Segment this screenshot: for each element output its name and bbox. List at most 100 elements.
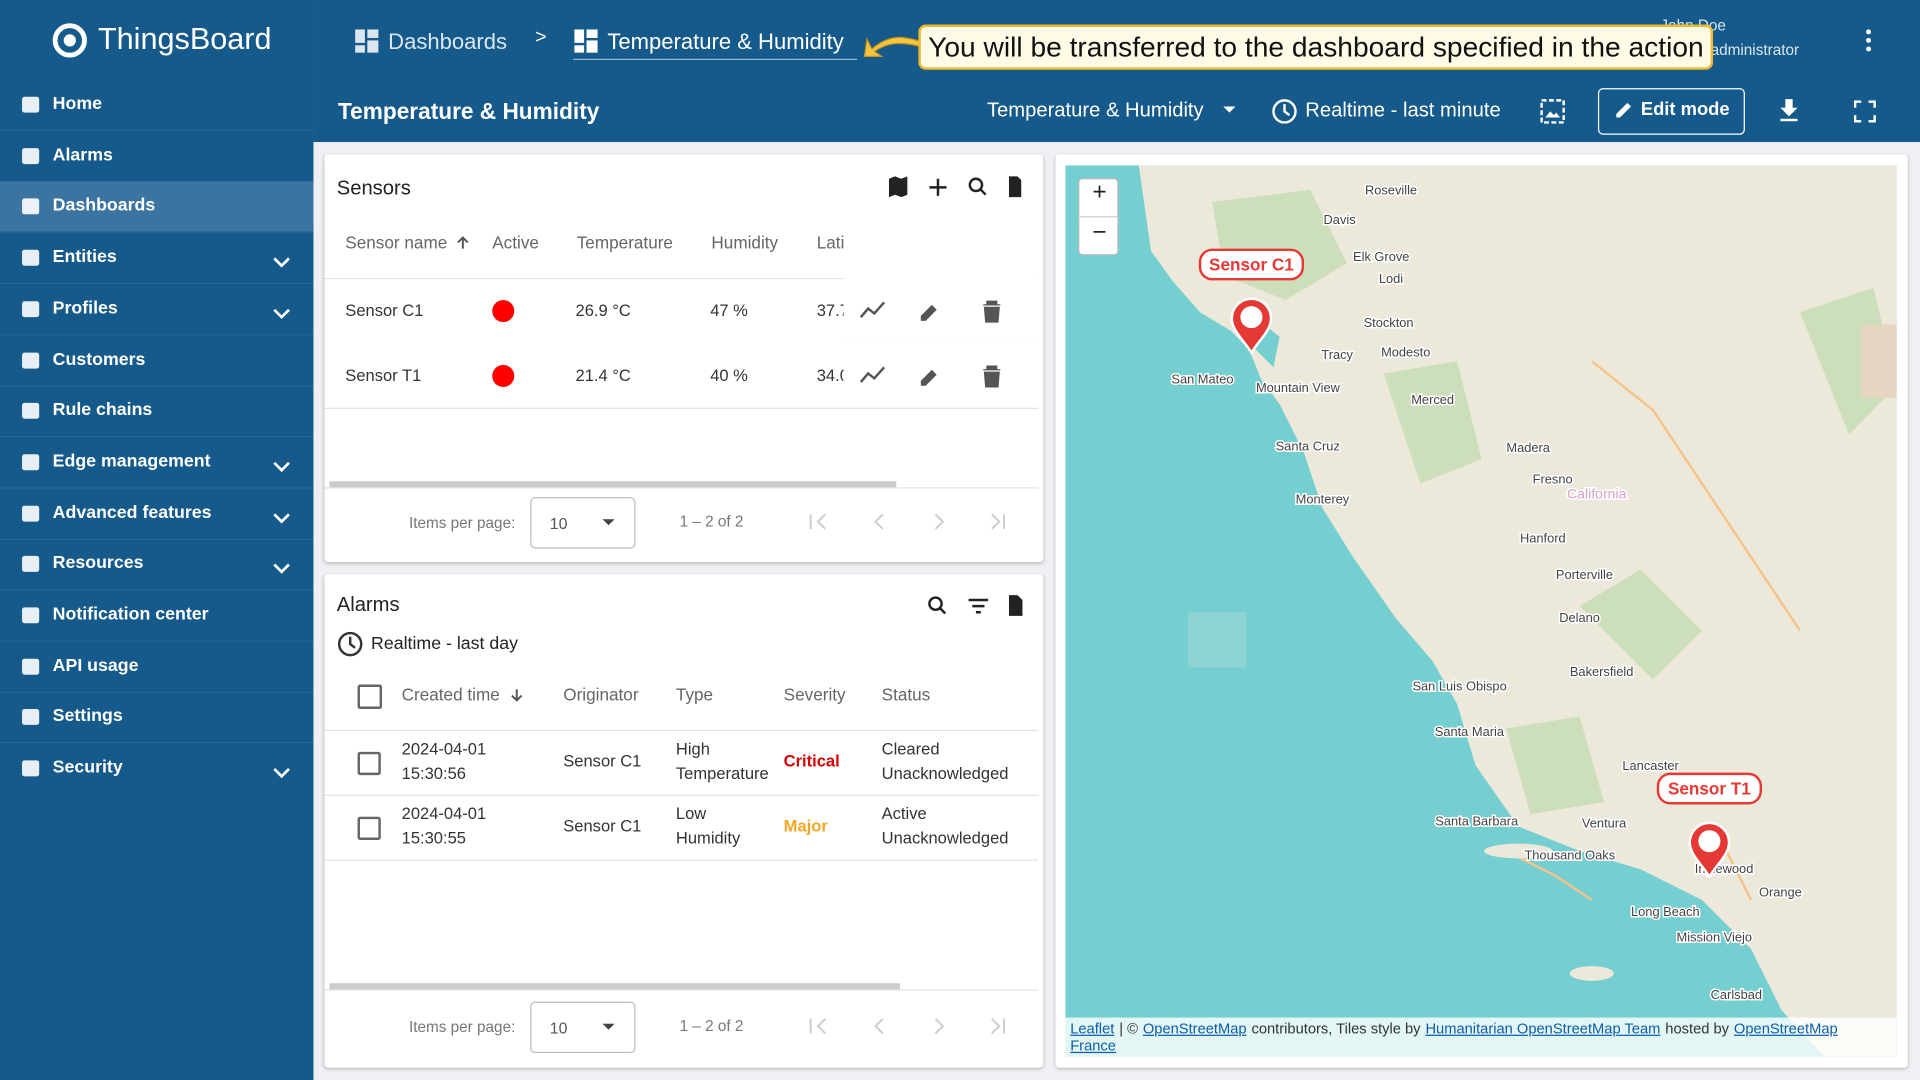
table-row[interactable]: 2024-04-01 15:30:55 Sensor C1 Low Humidity Ma…: [324, 795, 1038, 860]
menu-item[interactable]: Resources: [0, 539, 313, 589]
fullscreen-button[interactable]: [1853, 100, 1876, 123]
menu-item[interactable]: Security: [0, 743, 313, 793]
edit-button[interactable]: [1597, 88, 1745, 135]
edit-label[interactable]: Edit mode: [1640, 99, 1730, 120]
cell: Sensor C1: [563, 816, 642, 836]
dropdown-icon: [602, 1023, 615, 1030]
menu-label[interactable]: Settings: [52, 707, 123, 727]
place-label: Orange: [1759, 884, 1802, 899]
column-header[interactable]: Type: [675, 684, 714, 705]
attribution-link[interactable]: Humanitarian OpenStreetMap Team: [1425, 1020, 1661, 1038]
attribution-link[interactable]: Leaflet: [1070, 1020, 1115, 1038]
place-label: Mission Viejo: [1677, 930, 1752, 945]
pager-buttons[interactable]: [808, 1016, 1010, 1036]
clock-icon: [1272, 99, 1297, 124]
menu-icon: [22, 454, 40, 471]
more-button[interactable]: [1864, 27, 1874, 54]
menu-item[interactable]: Notification center: [0, 590, 313, 640]
page-size-select[interactable]: [530, 497, 636, 549]
state-select[interactable]: Temperature & Humidity: [986, 99, 1204, 122]
place-label: Stockton: [1364, 315, 1414, 330]
menu-item[interactable]: Customers: [0, 335, 313, 385]
menu-item[interactable]: Home: [0, 80, 313, 130]
table-row[interactable]: 2024-04-01 15:30:56 Sensor C1 High Temperatu…: [324, 730, 1038, 795]
checkbox[interactable]: [357, 816, 381, 840]
menu-item[interactable]: Edge management: [0, 437, 313, 487]
row-divider: [324, 277, 1039, 280]
table-row[interactable]: Sensor T1 21.4 °C 40 % 34.0: [324, 342, 1039, 408]
pager-buttons[interactable]: [808, 512, 1010, 532]
breadcrumb[interactable]: Dashboards: [388, 29, 508, 54]
severity: Critical: [783, 751, 840, 771]
row-actions[interactable]: [843, 342, 1039, 408]
column-header[interactable]: Sensor name: [345, 232, 448, 253]
menu-label[interactable]: Advanced features: [52, 502, 212, 523]
map[interactable]: Roseville Davis Elk Grove Lodi Stockton Tracy…: [1065, 165, 1897, 1057]
place-label: Santa Cruz: [1276, 439, 1340, 454]
menu-label[interactable]: Customers: [52, 349, 146, 370]
menu-item[interactable]: Alarms: [0, 131, 313, 181]
menu-label[interactable]: Notification center: [52, 604, 209, 625]
row-actions[interactable]: [843, 277, 1039, 343]
card-actions[interactable]: [927, 594, 1025, 618]
zoom-out[interactable]: −: [1092, 219, 1107, 247]
attribution-text: contributors, Tiles style by: [1251, 1020, 1421, 1038]
menu-label[interactable]: Home: [52, 94, 102, 114]
table-row[interactable]: Sensor C1 26.9 °C 47 % 37.7: [324, 277, 1039, 343]
place-label: Porterville: [1556, 567, 1613, 582]
menu-label[interactable]: API usage: [52, 655, 139, 676]
menu-label[interactable]: Security: [52, 758, 123, 778]
column-header[interactable]: Severity: [783, 684, 846, 705]
cell: 2024-04-01: [401, 804, 487, 823]
dashboard-title: Temperature & Humidity: [337, 97, 600, 124]
column-header[interactable]: Humidity: [711, 232, 779, 253]
column-header[interactable]: Originator: [563, 684, 639, 705]
menu-item[interactable]: Advanced features: [0, 488, 313, 538]
attribution-link[interactable]: OpenStreetMap: [1142, 1020, 1247, 1038]
place-label: Lancaster: [1622, 758, 1679, 773]
place-label: Monterey: [1296, 491, 1350, 506]
download-button[interactable]: [1779, 98, 1799, 122]
menu-label[interactable]: Edge management: [52, 451, 211, 472]
page-range: 1 – 2 of 2: [679, 1017, 744, 1035]
menu-item[interactable]: Settings: [0, 692, 313, 742]
card-actions[interactable]: [887, 175, 1022, 199]
image-button[interactable]: [1539, 98, 1566, 125]
timewindow[interactable]: Realtime - last minute: [1305, 99, 1501, 122]
menu-label[interactable]: Resources: [52, 553, 144, 574]
place-label: Bakersfield: [1570, 664, 1634, 679]
menu-icon: [22, 352, 40, 368]
menu-label[interactable]: Dashboards: [52, 196, 156, 216]
menu-label[interactable]: Alarms: [52, 145, 113, 165]
zoom-in[interactable]: +: [1092, 178, 1107, 206]
menu-icon: [22, 607, 40, 624]
page-size-select[interactable]: [530, 1001, 636, 1054]
menu-divider: [0, 334, 314, 336]
alarm-timewindow[interactable]: Realtime - last day: [371, 634, 519, 654]
column-header[interactable]: Status: [881, 684, 931, 705]
column-header[interactable]: Lati: [816, 232, 845, 253]
cell: Humidity: [675, 828, 741, 848]
menu-item[interactable]: Rule chains: [0, 386, 313, 436]
checkbox[interactable]: [357, 684, 383, 709]
menu-label[interactable]: Rule chains: [52, 400, 153, 421]
menu-divider: [0, 589, 314, 591]
menu-item[interactable]: API usage: [0, 641, 313, 691]
checkbox[interactable]: [357, 751, 381, 776]
column-header[interactable]: Active: [492, 232, 539, 253]
dashboard-icon: [574, 29, 598, 53]
breadcrumb-current[interactable]: Temperature & Humidity: [607, 29, 844, 54]
menu-divider: [0, 691, 314, 693]
column-header[interactable]: Created time: [401, 684, 500, 705]
menu-divider: [0, 487, 314, 489]
menu-item[interactable]: Profiles: [0, 284, 313, 334]
expand-icon: [273, 303, 290, 325]
menu-item[interactable]: Entities: [0, 233, 313, 283]
menu-label[interactable]: Entities: [52, 247, 117, 268]
menu-label[interactable]: Profiles: [52, 298, 118, 319]
breadcrumb-separator: >: [535, 26, 547, 48]
menu-divider: [0, 282, 314, 285]
menu-item[interactable]: Dashboards: [0, 181, 314, 232]
attribution-link[interactable]: OpenStreetMap France: [1070, 1020, 1838, 1055]
column-header[interactable]: Temperature: [576, 232, 673, 253]
